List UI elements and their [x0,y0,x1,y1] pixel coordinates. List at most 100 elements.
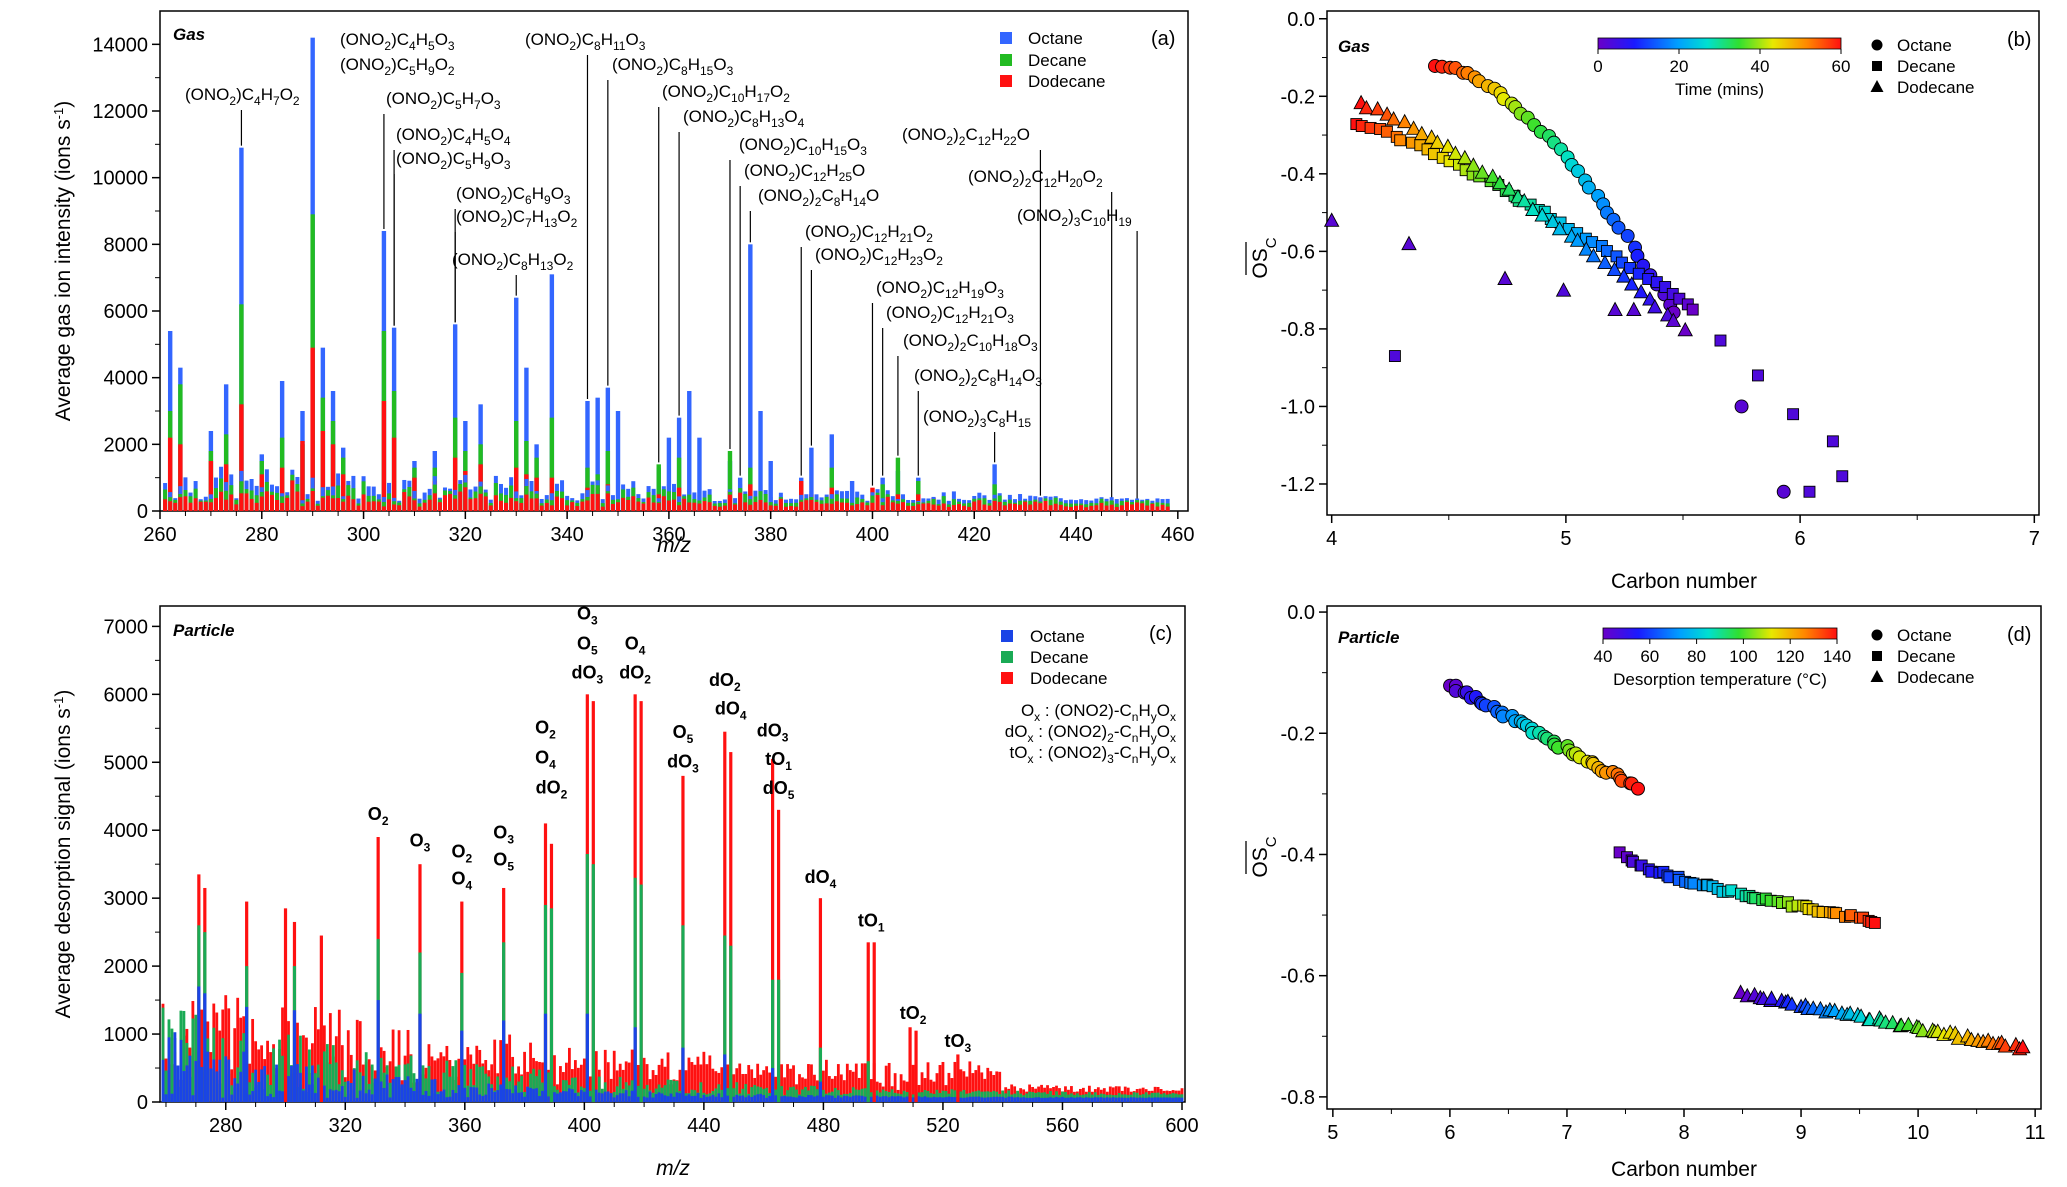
bar-noise [403,1080,407,1102]
point-dodecane [1647,298,1663,314]
bar-noise [430,1056,434,1102]
bar-octane [633,1027,637,1102]
bar-noise [370,1094,374,1102]
bar-noise [388,1082,392,1102]
bar-noise [732,1096,736,1102]
bar-noise [481,1066,485,1102]
bar-octane [502,1020,506,1102]
axes: 5 6 7 8 9 10 11 0.0 -0.2 -0.4 -0.6 -0.8 [1281,602,2046,1144]
bar-noise [576,1096,580,1102]
bar-noise [1074,505,1079,511]
bar-octane [666,437,672,511]
bar-noise [839,502,844,511]
bar-noise [1004,1093,1008,1102]
x-tick-label: 360 [652,524,685,546]
bar-noise [1040,1097,1043,1102]
colorbar-label: Time (mins) [1675,80,1764,99]
bar-decane [543,904,548,1102]
bar-noise [1087,1092,1091,1102]
bar-noise [1038,503,1043,511]
bar-noise [1117,1097,1121,1102]
bar-noise [923,1090,927,1102]
peak-annotation-label: (ONO2)2C12H22O [902,125,1030,148]
bar-noise [269,1093,272,1102]
bar-noise [315,505,320,511]
bar-noise [705,1096,709,1102]
bar-noise [176,1065,180,1102]
bar-noise [208,502,213,511]
group-label: dO2 [709,670,741,694]
point-dodecane [1665,312,1682,327]
point-octane [1631,781,1645,796]
bar-noise [1120,1097,1124,1102]
bar-noise [878,1082,882,1102]
bar-noise [1055,1091,1058,1102]
bar-noise [824,1059,828,1102]
bar-noise [941,503,946,511]
bar-noise [869,1096,873,1102]
bar-noise [989,1071,993,1102]
colorbar-tick-label: 80 [1687,647,1706,666]
bar-noise [651,1092,655,1102]
bar-noise [819,503,824,511]
legend-marker-dodecane [1870,80,1884,92]
bar-noise [352,1069,356,1102]
bar-noise [266,1040,269,1102]
bar-dodecane [452,457,458,511]
bar-noise [1052,1097,1055,1102]
bar-noise [424,1078,428,1102]
x-axis-label: Carbon number [1611,1158,1757,1181]
bar-noise [682,498,687,511]
bar-noise [553,1055,556,1102]
bar-noise [505,1088,509,1102]
bar-noise [895,503,900,511]
bar-decane [818,1047,823,1102]
bar-noise [1033,501,1038,511]
legend: Octane Decane Dodecane [1001,627,1108,688]
scatter-points [1323,59,1849,499]
bar-noise [712,505,717,511]
bar-noise [182,1071,186,1102]
bar-noise [645,1084,649,1102]
bar-noise [391,1079,395,1102]
bar-noise [454,1092,458,1102]
y-tick-label: 1000 [104,1024,149,1046]
point-dodecane [1516,192,1533,208]
bar-noise [427,499,432,511]
bar-noise [454,1060,458,1102]
bar-noise [992,500,997,511]
bar-noise [743,502,748,511]
bar-noise [305,1066,308,1102]
bar-noise [610,503,615,511]
point-dodecane [1385,111,1402,126]
bar-noise [236,997,240,1102]
bar-noise [257,1081,261,1102]
bar-noise [498,500,503,511]
bar-noise [666,1052,670,1102]
annotation-lines [240,55,1138,499]
bar-octane [543,1013,548,1102]
bar-decane [866,1061,870,1102]
panel-d-particle-osc: 5 6 7 8 9 10 11 0.0 -0.2 -0.4 -0.6 -0.8 Particle (d… [1245,602,2046,1181]
bar-noise [660,1093,664,1102]
y-tick-label: 0.0 [1287,602,1315,624]
bar-noise [320,497,325,511]
bar-noise [188,502,193,511]
x-axis-label: Carbon number [1611,570,1757,593]
y-tick-label: 3000 [104,888,149,910]
bar-dodecane [208,461,214,511]
bar-noise [972,501,977,511]
point-dodecane [1534,207,1550,222]
y-tick-label: 0.0 [1287,9,1315,31]
y-tick-label: 14000 [92,34,148,56]
legend-marker-dodecane [1870,670,1884,682]
bar-noise [364,1052,368,1102]
bar-noise [605,493,610,511]
bar-noise [334,1089,338,1102]
bar-noise [836,1095,840,1102]
bar-noise [1150,1097,1154,1102]
bar-noise [621,497,626,511]
bar-noise [183,496,188,511]
bar-noise [328,1089,332,1102]
colorbar-tick-label: 100 [1729,647,1757,666]
